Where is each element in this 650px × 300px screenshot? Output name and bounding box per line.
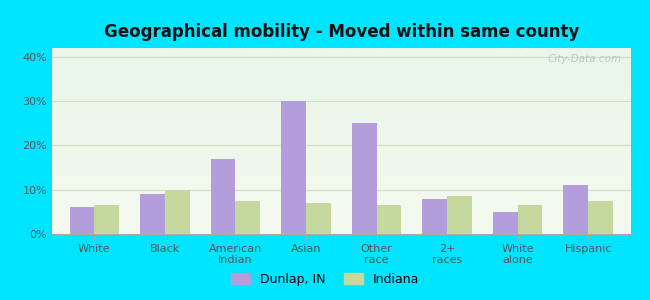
Bar: [306, 203, 331, 234]
Bar: [517, 205, 542, 234]
Bar: [422, 199, 447, 234]
Bar: [352, 123, 376, 234]
Bar: [281, 101, 306, 234]
Bar: [211, 159, 235, 234]
Bar: [564, 185, 588, 234]
Title: Geographical mobility - Moved within same county: Geographical mobility - Moved within sam…: [103, 23, 579, 41]
Bar: [140, 194, 165, 234]
Legend: Dunlap, IN, Indiana: Dunlap, IN, Indiana: [226, 268, 424, 291]
Bar: [70, 207, 94, 234]
Bar: [493, 212, 517, 234]
Bar: [94, 205, 119, 234]
Bar: [447, 196, 472, 234]
Bar: [235, 201, 260, 234]
Text: City-Data.com: City-Data.com: [548, 54, 622, 64]
Bar: [165, 190, 190, 234]
Bar: [376, 205, 401, 234]
Bar: [588, 201, 613, 234]
